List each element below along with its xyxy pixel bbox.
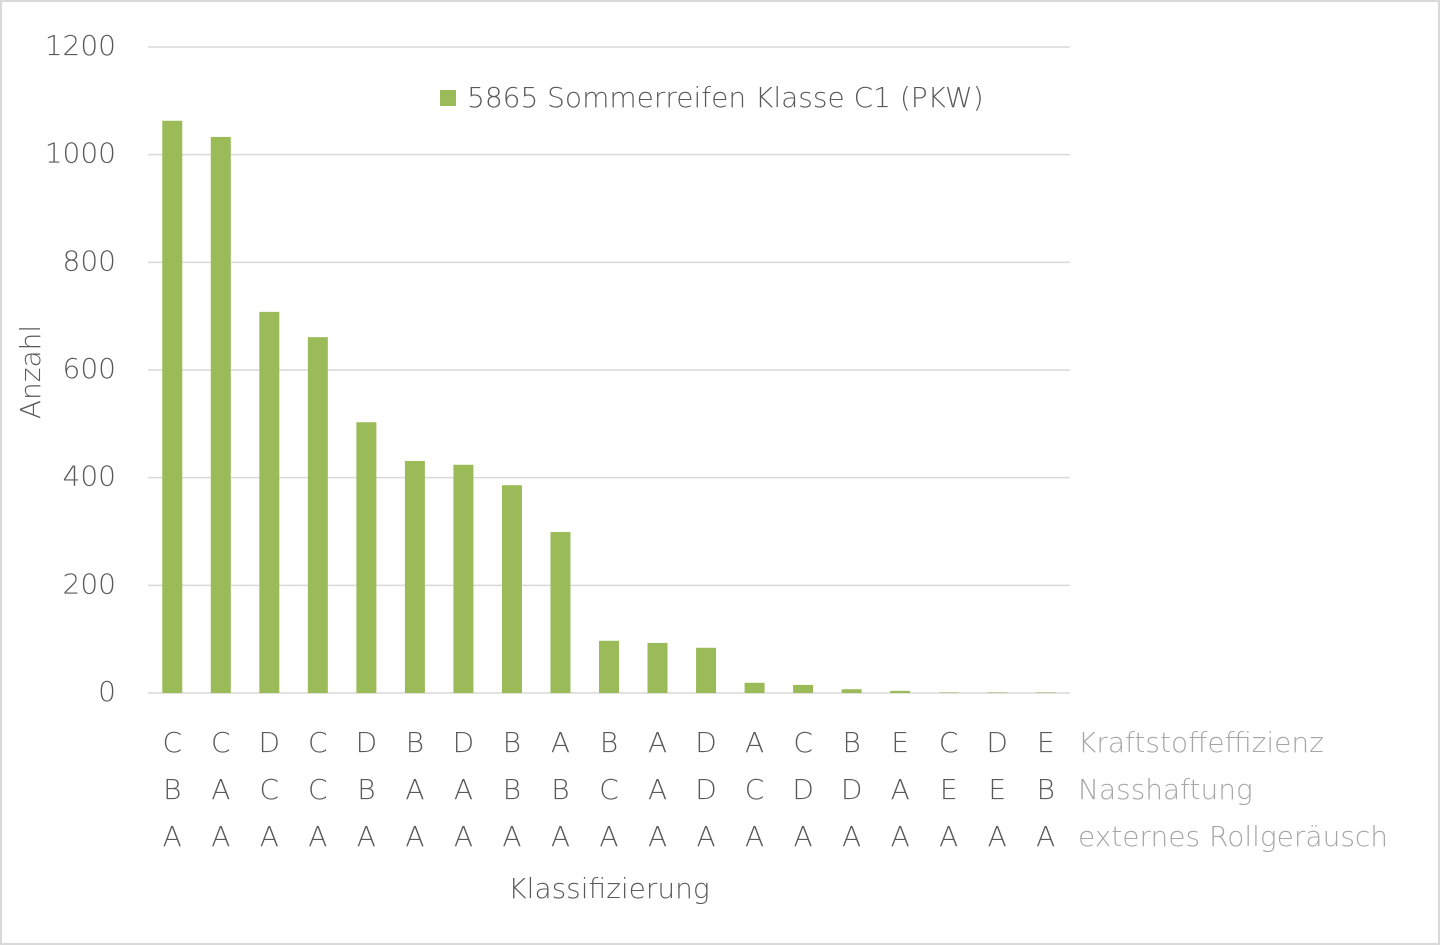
bar — [987, 692, 1008, 693]
x-tick-label: A — [405, 773, 424, 806]
x-tick-label: A — [1036, 820, 1055, 853]
x-tick-label: A — [842, 820, 861, 853]
bar — [501, 485, 522, 693]
bar — [259, 311, 280, 693]
x-tick-label: E — [988, 773, 1006, 806]
x-tick-label: A — [211, 820, 230, 853]
x-tick-label: E — [891, 726, 909, 759]
x-tick-label: D — [695, 773, 717, 806]
category-level-name: Kraftstoffeffizienz — [1078, 726, 1324, 759]
x-tick-label: A — [551, 726, 570, 759]
x-tick-label: A — [308, 820, 327, 853]
bar — [841, 689, 862, 693]
x-tick-label: A — [939, 820, 958, 853]
x-tick-label: C — [939, 726, 959, 759]
bar — [453, 464, 474, 693]
x-tick-label: A — [551, 820, 570, 853]
x-tick-label: E — [940, 773, 958, 806]
x-tick-label: D — [453, 726, 475, 759]
x-tick-label: C — [745, 773, 765, 806]
x-tick-label: B — [503, 726, 521, 759]
y-tick-label: 1000 — [45, 137, 116, 170]
x-tick-label: B — [163, 773, 181, 806]
y-tick-label: 200 — [63, 567, 116, 600]
x-tick-label: C — [599, 773, 619, 806]
x-tick-label: A — [163, 820, 182, 853]
x-tick-label: D — [986, 726, 1008, 759]
y-tick-label: 800 — [63, 244, 116, 277]
x-tick-label: D — [792, 773, 814, 806]
x-axis-label: Klassifizierung — [508, 872, 709, 905]
x-tick-label: C — [260, 773, 280, 806]
bar — [550, 532, 571, 693]
x-tick-label: A — [794, 820, 813, 853]
bar — [938, 692, 959, 693]
x-tick-label: C — [308, 726, 328, 759]
x-tick-label: B — [551, 773, 569, 806]
bar — [647, 642, 668, 693]
x-tick-label: A — [891, 773, 910, 806]
x-tick-label: A — [891, 820, 910, 853]
x-tick-label: A — [211, 773, 230, 806]
x-tick-label: C — [162, 726, 182, 759]
x-tick-label: A — [260, 820, 279, 853]
x-tick-label: A — [648, 820, 667, 853]
x-tick-label: A — [745, 820, 764, 853]
legend-swatch — [440, 90, 456, 106]
bar — [744, 682, 765, 693]
x-tick-label: A — [648, 726, 667, 759]
legend-label: 5865 Sommerreifen Klasse C1 (PKW) — [467, 81, 984, 114]
bar — [696, 647, 717, 693]
x-tick-label: A — [696, 820, 715, 853]
x-tick-label: B — [503, 773, 521, 806]
x-tick-label: A — [454, 773, 473, 806]
x-tick-label: D — [356, 726, 378, 759]
y-tick-label: 1200 — [45, 29, 116, 62]
x-tick-label: A — [648, 773, 667, 806]
x-tick-label: A — [454, 820, 473, 853]
x-tick-label: B — [357, 773, 375, 806]
x-tick-label: C — [211, 726, 231, 759]
x-tick-label: B — [1037, 773, 1055, 806]
bar — [793, 684, 814, 693]
bar — [404, 460, 425, 693]
x-tick-label: A — [357, 820, 376, 853]
x-tick-label: D — [841, 773, 863, 806]
y-tick-label: 400 — [63, 460, 116, 493]
bar — [356, 422, 377, 693]
x-tick-label: A — [599, 820, 618, 853]
bar — [210, 136, 231, 693]
y-tick-label: 0 — [98, 675, 116, 708]
bar — [307, 337, 328, 693]
category-level-name: Nasshaftung — [1078, 773, 1253, 806]
x-tick-label: D — [695, 726, 717, 759]
bar — [1035, 692, 1056, 693]
x-tick-label: B — [406, 726, 424, 759]
category-level-name: externes Rollgeräusch — [1078, 820, 1388, 853]
x-tick-label: A — [745, 726, 764, 759]
x-tick-label: E — [1037, 726, 1055, 759]
bar — [162, 120, 183, 694]
x-tick-label: D — [259, 726, 281, 759]
x-tick-label: C — [308, 773, 328, 806]
x-tick-label: A — [502, 820, 521, 853]
y-axis-label: Anzahl — [14, 325, 47, 419]
x-tick-label: A — [405, 820, 424, 853]
x-tick-label: B — [842, 726, 860, 759]
bar — [890, 690, 911, 693]
x-tick-label: C — [793, 726, 813, 759]
bar — [599, 640, 619, 693]
y-tick-label: 600 — [63, 352, 116, 385]
x-tick-label: B — [600, 726, 618, 759]
x-tick-label: A — [988, 820, 1007, 853]
